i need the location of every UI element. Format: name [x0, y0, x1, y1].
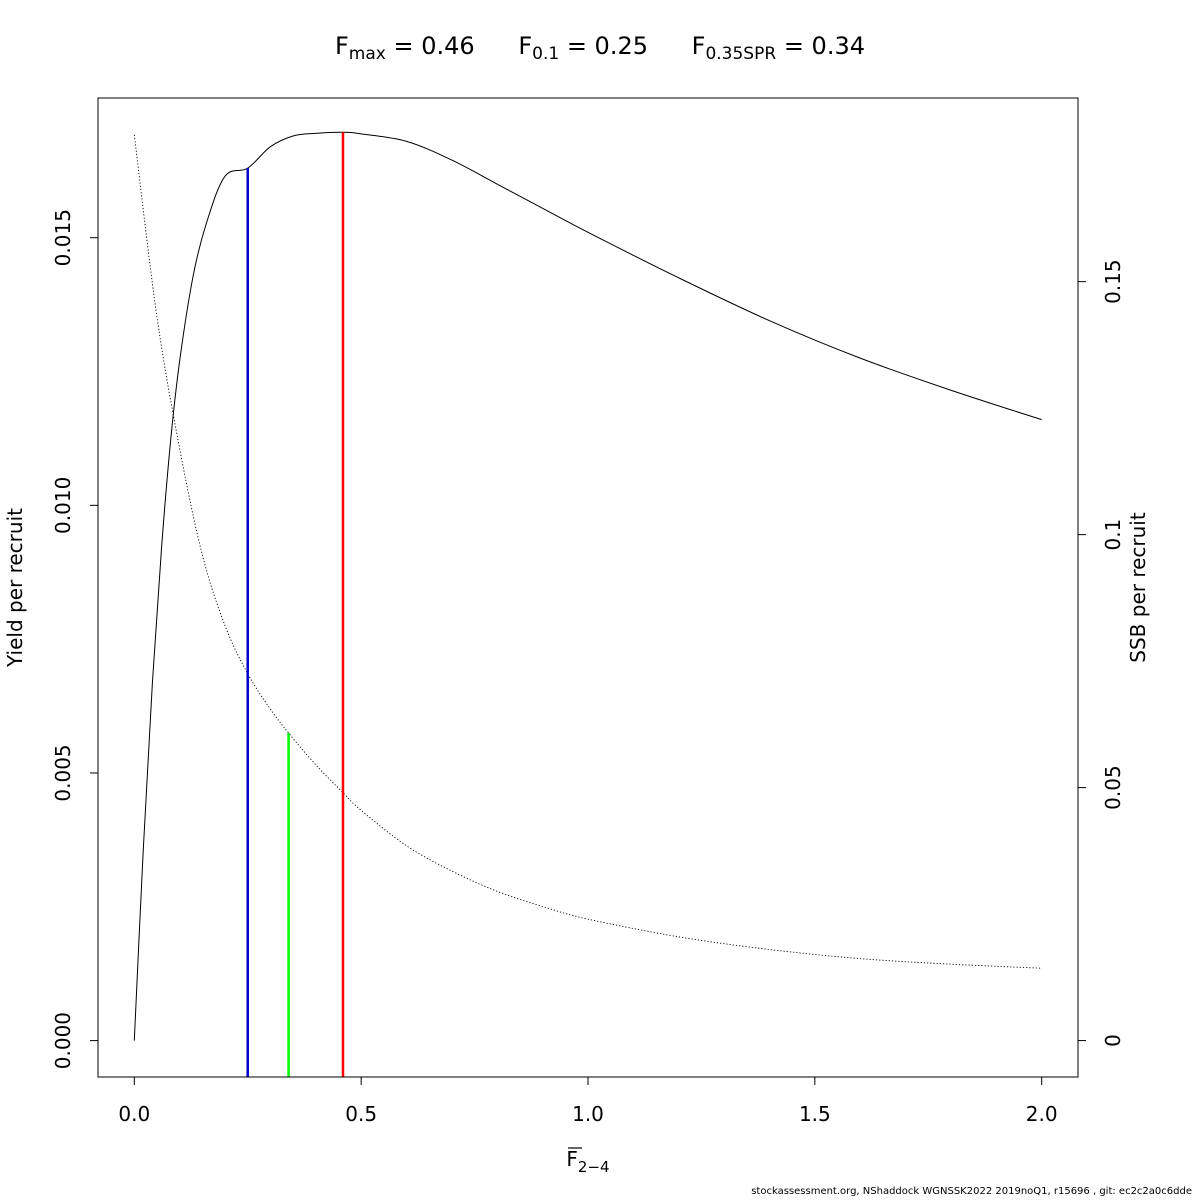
- x-tick-label: 0.0: [118, 1102, 150, 1126]
- yield-per-recruit-line: [133, 131, 1042, 1041]
- y2-tick-label: 0.15: [1101, 259, 1125, 304]
- x-tick-label: 1.5: [799, 1102, 831, 1126]
- title-fmax-sub: max: [348, 44, 386, 64]
- title-f01-symbol: F: [518, 32, 533, 60]
- y2-axis-label: SSB per recruit: [1126, 512, 1150, 663]
- y2-tick-label: 0: [1101, 1034, 1125, 1047]
- y-axis-label: Yield per recruit: [3, 508, 27, 668]
- axes-layer: 0.0 0.5 1.0 1.5 2.0 0.000 0.005 0.010 0.015 0 0.05…: [51, 209, 1125, 1126]
- title-f035spr: F0.35SPR = 0.34: [692, 32, 865, 64]
- reference-lines-layer: [246, 132, 345, 1077]
- title-f01: F0.1 = 0.25: [518, 32, 648, 64]
- chart-title: Fmax = 0.46 F0.1 = 0.25 F0.35SPR = 0.34: [0, 32, 1200, 64]
- title-f01-value: = 0.25: [566, 32, 648, 60]
- title-fmax: Fmax = 0.46: [335, 32, 475, 64]
- title-f035spr-value: = 0.34: [783, 32, 865, 60]
- y2-tick-label: 0.05: [1101, 765, 1125, 810]
- y2-tick-label: 0.1: [1101, 519, 1125, 551]
- x-tick-label: 2.0: [1026, 1102, 1058, 1126]
- y-tick-label: 0.000: [51, 1012, 75, 1069]
- x-axis-label-main: F: [566, 1147, 578, 1171]
- title-f035spr-sub: 0.35SPR: [705, 44, 777, 64]
- ssb-per-recruit-line: [133, 134, 1042, 969]
- title-f01-sub: 0.1: [532, 44, 560, 64]
- y-tick-label: 0.015: [51, 209, 75, 266]
- plot-frame: [97, 97, 1079, 1078]
- x-tick-label: 1.0: [572, 1102, 604, 1126]
- y-tick-label: 0.005: [51, 744, 75, 801]
- x-axis-label: F2−4: [566, 1147, 609, 1176]
- series-layer: [133, 131, 1042, 1041]
- title-fmax-symbol: F: [334, 32, 349, 60]
- y-tick-label: 0.010: [51, 477, 75, 534]
- title-fmax-value: = 0.46: [393, 32, 475, 60]
- x-tick-label: 0.5: [345, 1102, 377, 1126]
- x-axis-label-sub: 2−4: [578, 1158, 610, 1176]
- title-f035spr-symbol: F: [691, 32, 706, 60]
- footer-credit: stockassessment.org, NShaddock WGNSSK202…: [751, 1186, 1192, 1197]
